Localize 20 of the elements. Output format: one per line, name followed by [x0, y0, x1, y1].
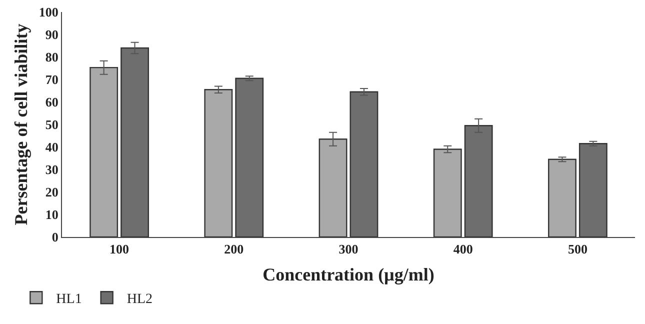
y-tick-label: 90 [45, 27, 58, 42]
legend-label: HL1 [56, 292, 82, 308]
y-tick-label: 70 [45, 72, 58, 88]
y-tick-label: 50 [45, 117, 58, 132]
legend-label: HL2 [126, 292, 153, 308]
y-tick-label: 20 [45, 184, 58, 200]
y-tick-label: 0 [52, 230, 58, 245]
y-tick-label: 80 [45, 50, 58, 65]
y-tick-label: 30 [45, 162, 58, 178]
x-tick-label: 400 [453, 242, 473, 257]
x-tick-label: 200 [224, 242, 244, 257]
y-tick-label: 40 [45, 140, 58, 155]
x-tick-label: 100 [110, 242, 130, 257]
y-tick-label: 100 [38, 4, 58, 20]
y-tick-label: 10 [45, 207, 58, 222]
y-tick-label: 60 [45, 94, 58, 110]
y-axis-title: Persentage of cell viability [11, 24, 32, 226]
x-tick-label: 500 [568, 242, 588, 257]
x-tick-label: 300 [338, 242, 358, 257]
x-axis-title: Concentration (µg/ml) [262, 264, 434, 285]
